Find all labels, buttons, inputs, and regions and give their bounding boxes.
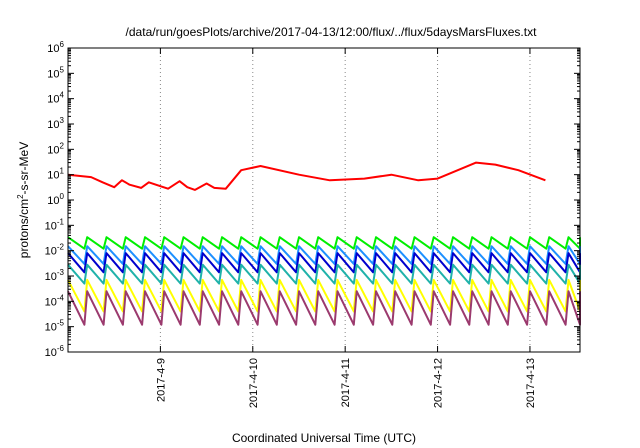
y-tick-base: 10 bbox=[47, 144, 59, 156]
series-line-3 bbox=[67, 245, 581, 265]
series-line-4 bbox=[67, 252, 581, 274]
y-tick-exponent: 3 bbox=[60, 116, 65, 125]
y-tick-base: 10 bbox=[45, 220, 57, 232]
x-tick-label: 2017-4-11 bbox=[340, 358, 352, 407]
y-tick-label: 105 bbox=[47, 65, 64, 80]
series-line-1 bbox=[67, 161, 546, 191]
x-axis-label: Coordinated Universal Time (UTC) bbox=[232, 431, 416, 445]
y-tick-label: 10-6 bbox=[45, 344, 65, 359]
y-tick-label: 100 bbox=[47, 192, 64, 207]
y-tick-label: 106 bbox=[47, 40, 64, 55]
y-tick-exponent: -4 bbox=[57, 293, 65, 302]
y-tick-label: 103 bbox=[47, 116, 64, 131]
y-axis-label-prefix: protons/cm bbox=[17, 199, 31, 258]
x-tick-label: 2017-4-13 bbox=[525, 358, 537, 408]
y-tick-base: 10 bbox=[47, 94, 59, 106]
y-tick-exponent: 1 bbox=[60, 167, 65, 176]
chart-title: /data/run/goesPlots/archive/2017-04-13/1… bbox=[126, 25, 538, 39]
y-tick-exponent: 0 bbox=[60, 192, 65, 201]
x-tick-label: 2017-4-9 bbox=[155, 358, 167, 402]
y-tick-base: 10 bbox=[45, 271, 57, 283]
y-tick-exponent: -3 bbox=[57, 268, 65, 277]
y-tick-label: 10-1 bbox=[45, 217, 65, 232]
y-tick-base: 10 bbox=[47, 43, 59, 55]
series-line-5 bbox=[67, 263, 581, 285]
y-tick-base: 10 bbox=[47, 170, 59, 182]
y-tick-exponent: -2 bbox=[57, 243, 65, 252]
gridlines bbox=[159, 48, 531, 352]
series-line-7 bbox=[67, 290, 581, 326]
series-line-6 bbox=[67, 278, 581, 313]
y-tick-exponent: 5 bbox=[60, 65, 65, 74]
y-tick-label: 10-4 bbox=[45, 293, 65, 308]
y-axis-label: protons/cm2-s-sr-MeV bbox=[16, 142, 31, 258]
y-tick-base: 10 bbox=[47, 119, 59, 131]
x-tick-label: 2017-4-12 bbox=[433, 358, 445, 408]
y-tick-base: 10 bbox=[45, 322, 57, 334]
y-tick-exponent: 4 bbox=[60, 91, 65, 100]
x-tick-labels: 2017-4-9 2017-4-10 2017-4-11 2017-4-12 2017-… bbox=[155, 48, 537, 408]
y-tick-label: 104 bbox=[47, 91, 64, 106]
y-tick-label: 102 bbox=[47, 141, 64, 156]
y-tick-base: 10 bbox=[45, 347, 57, 359]
y-tick-label: 10-5 bbox=[45, 319, 65, 334]
y-tick-label: 10-3 bbox=[45, 268, 65, 283]
y-tick-exponent: -1 bbox=[57, 217, 65, 226]
x-tick-label: 2017-4-10 bbox=[248, 358, 260, 408]
y-tick-base: 10 bbox=[47, 195, 59, 207]
y-axis-label-superscript: 2 bbox=[16, 194, 25, 199]
y-tick-label: 101 bbox=[47, 167, 64, 182]
y-tick-base: 10 bbox=[45, 296, 57, 308]
y-tick-base: 10 bbox=[47, 68, 59, 80]
plot-frame bbox=[67, 47, 581, 353]
y-tick-exponent: 6 bbox=[60, 40, 65, 49]
series-lines bbox=[67, 161, 581, 326]
y-tick-exponent: -5 bbox=[57, 319, 65, 328]
y-tick-base: 10 bbox=[45, 246, 57, 258]
y-tick-label: 10-2 bbox=[45, 243, 65, 258]
series-line-2 bbox=[67, 236, 581, 250]
y-tick-exponent: -6 bbox=[57, 344, 65, 353]
y-tick-exponent: 2 bbox=[60, 141, 65, 150]
y-axis-label-suffix: -s-sr-MeV bbox=[17, 142, 31, 195]
